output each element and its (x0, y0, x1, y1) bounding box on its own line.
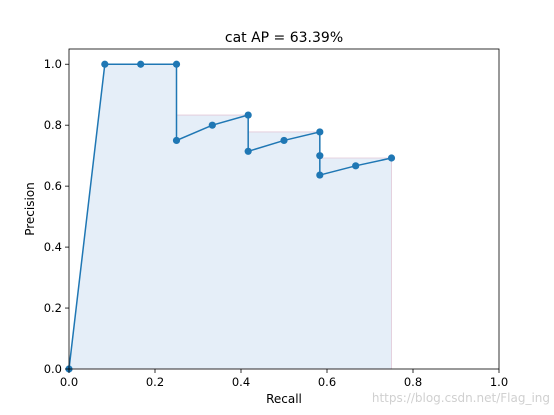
pr-point (137, 60, 145, 68)
x-tick-label: 0.0 (60, 375, 78, 389)
x-axis-label: Recall (266, 392, 302, 406)
pr-point (244, 111, 252, 119)
x-tick-label: 0.2 (146, 375, 164, 389)
y-tick-label: 0.0 (44, 362, 62, 376)
pr-point (172, 60, 181, 68)
pr-point (101, 60, 109, 68)
y-axis-label: Precision (23, 182, 37, 236)
pr-point (387, 154, 396, 162)
axes-frame (68, 48, 500, 370)
watermark-text: https://blog.csdn.net/Flag_ing (372, 391, 550, 405)
pr-point (172, 136, 181, 145)
pr-point (316, 128, 324, 136)
x-tick-label: 0.6 (318, 375, 336, 389)
pr-point (244, 147, 252, 155)
y-axis: 0.0 0.2 0.4 0.6 0.8 1.0 (44, 57, 69, 376)
x-tick-label: 0.8 (404, 375, 422, 389)
y-tick-label: 0.8 (44, 118, 62, 132)
y-tick-label: 1.0 (44, 57, 62, 71)
pr-point (316, 152, 324, 160)
y-tick-label: 0.2 (44, 301, 62, 315)
x-axis: 0.0 0.2 0.4 0.6 0.8 1.0 (60, 369, 508, 389)
y-tick-label: 0.4 (44, 240, 62, 254)
chart-title: cat AP = 63.39% (225, 30, 343, 46)
pr-point (316, 171, 324, 179)
pr-marker-layer (65, 60, 396, 373)
x-tick-label: 1.0 (490, 375, 508, 389)
pr-point (208, 121, 216, 129)
x-tick-label: 0.4 (232, 375, 250, 389)
plot-area (65, 48, 500, 373)
y-tick-label: 0.6 (44, 179, 62, 193)
pr-point (352, 162, 360, 170)
pr-point (280, 136, 288, 145)
